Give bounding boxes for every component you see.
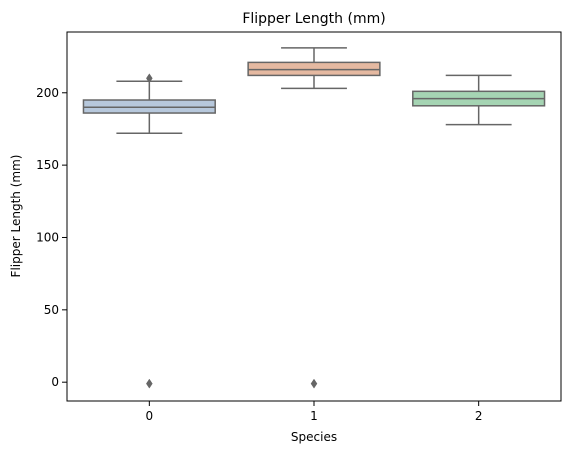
box-group-2: [412, 74, 546, 126]
box-group-1: [247, 47, 381, 389]
x-tick-label: 2: [475, 409, 483, 423]
x-axis-label: Species: [291, 430, 337, 444]
y-tick-label: 100: [36, 230, 59, 244]
box-group-0: [82, 73, 216, 389]
y-tick-label: 200: [36, 86, 59, 100]
x-axis: 0 1 2: [146, 401, 483, 423]
y-tick-label: 0: [51, 375, 59, 389]
chart-title: Flipper Length (mm): [242, 11, 385, 27]
y-tick-label: 150: [36, 158, 59, 172]
y-axis: 0 50 100 150 200: [36, 86, 67, 389]
plot-area: [82, 47, 546, 389]
outlier-point: [146, 378, 153, 389]
x-tick-label: 1: [310, 409, 318, 423]
x-tick-label: 0: [146, 409, 154, 423]
outlier-point: [310, 378, 318, 389]
y-tick-label: 50: [44, 303, 59, 317]
y-axis-label: Flipper Length (mm): [9, 155, 23, 278]
outlier-point: [146, 73, 153, 84]
